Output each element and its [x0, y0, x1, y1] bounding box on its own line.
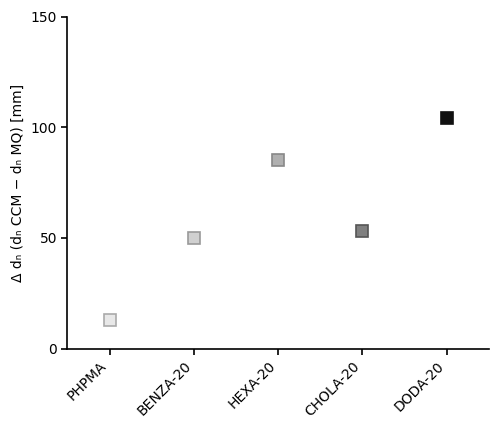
Y-axis label: Δ dₙ (dₙ CCM − dₙ MQ) [mm]: Δ dₙ (dₙ CCM − dₙ MQ) [mm] [11, 83, 25, 282]
